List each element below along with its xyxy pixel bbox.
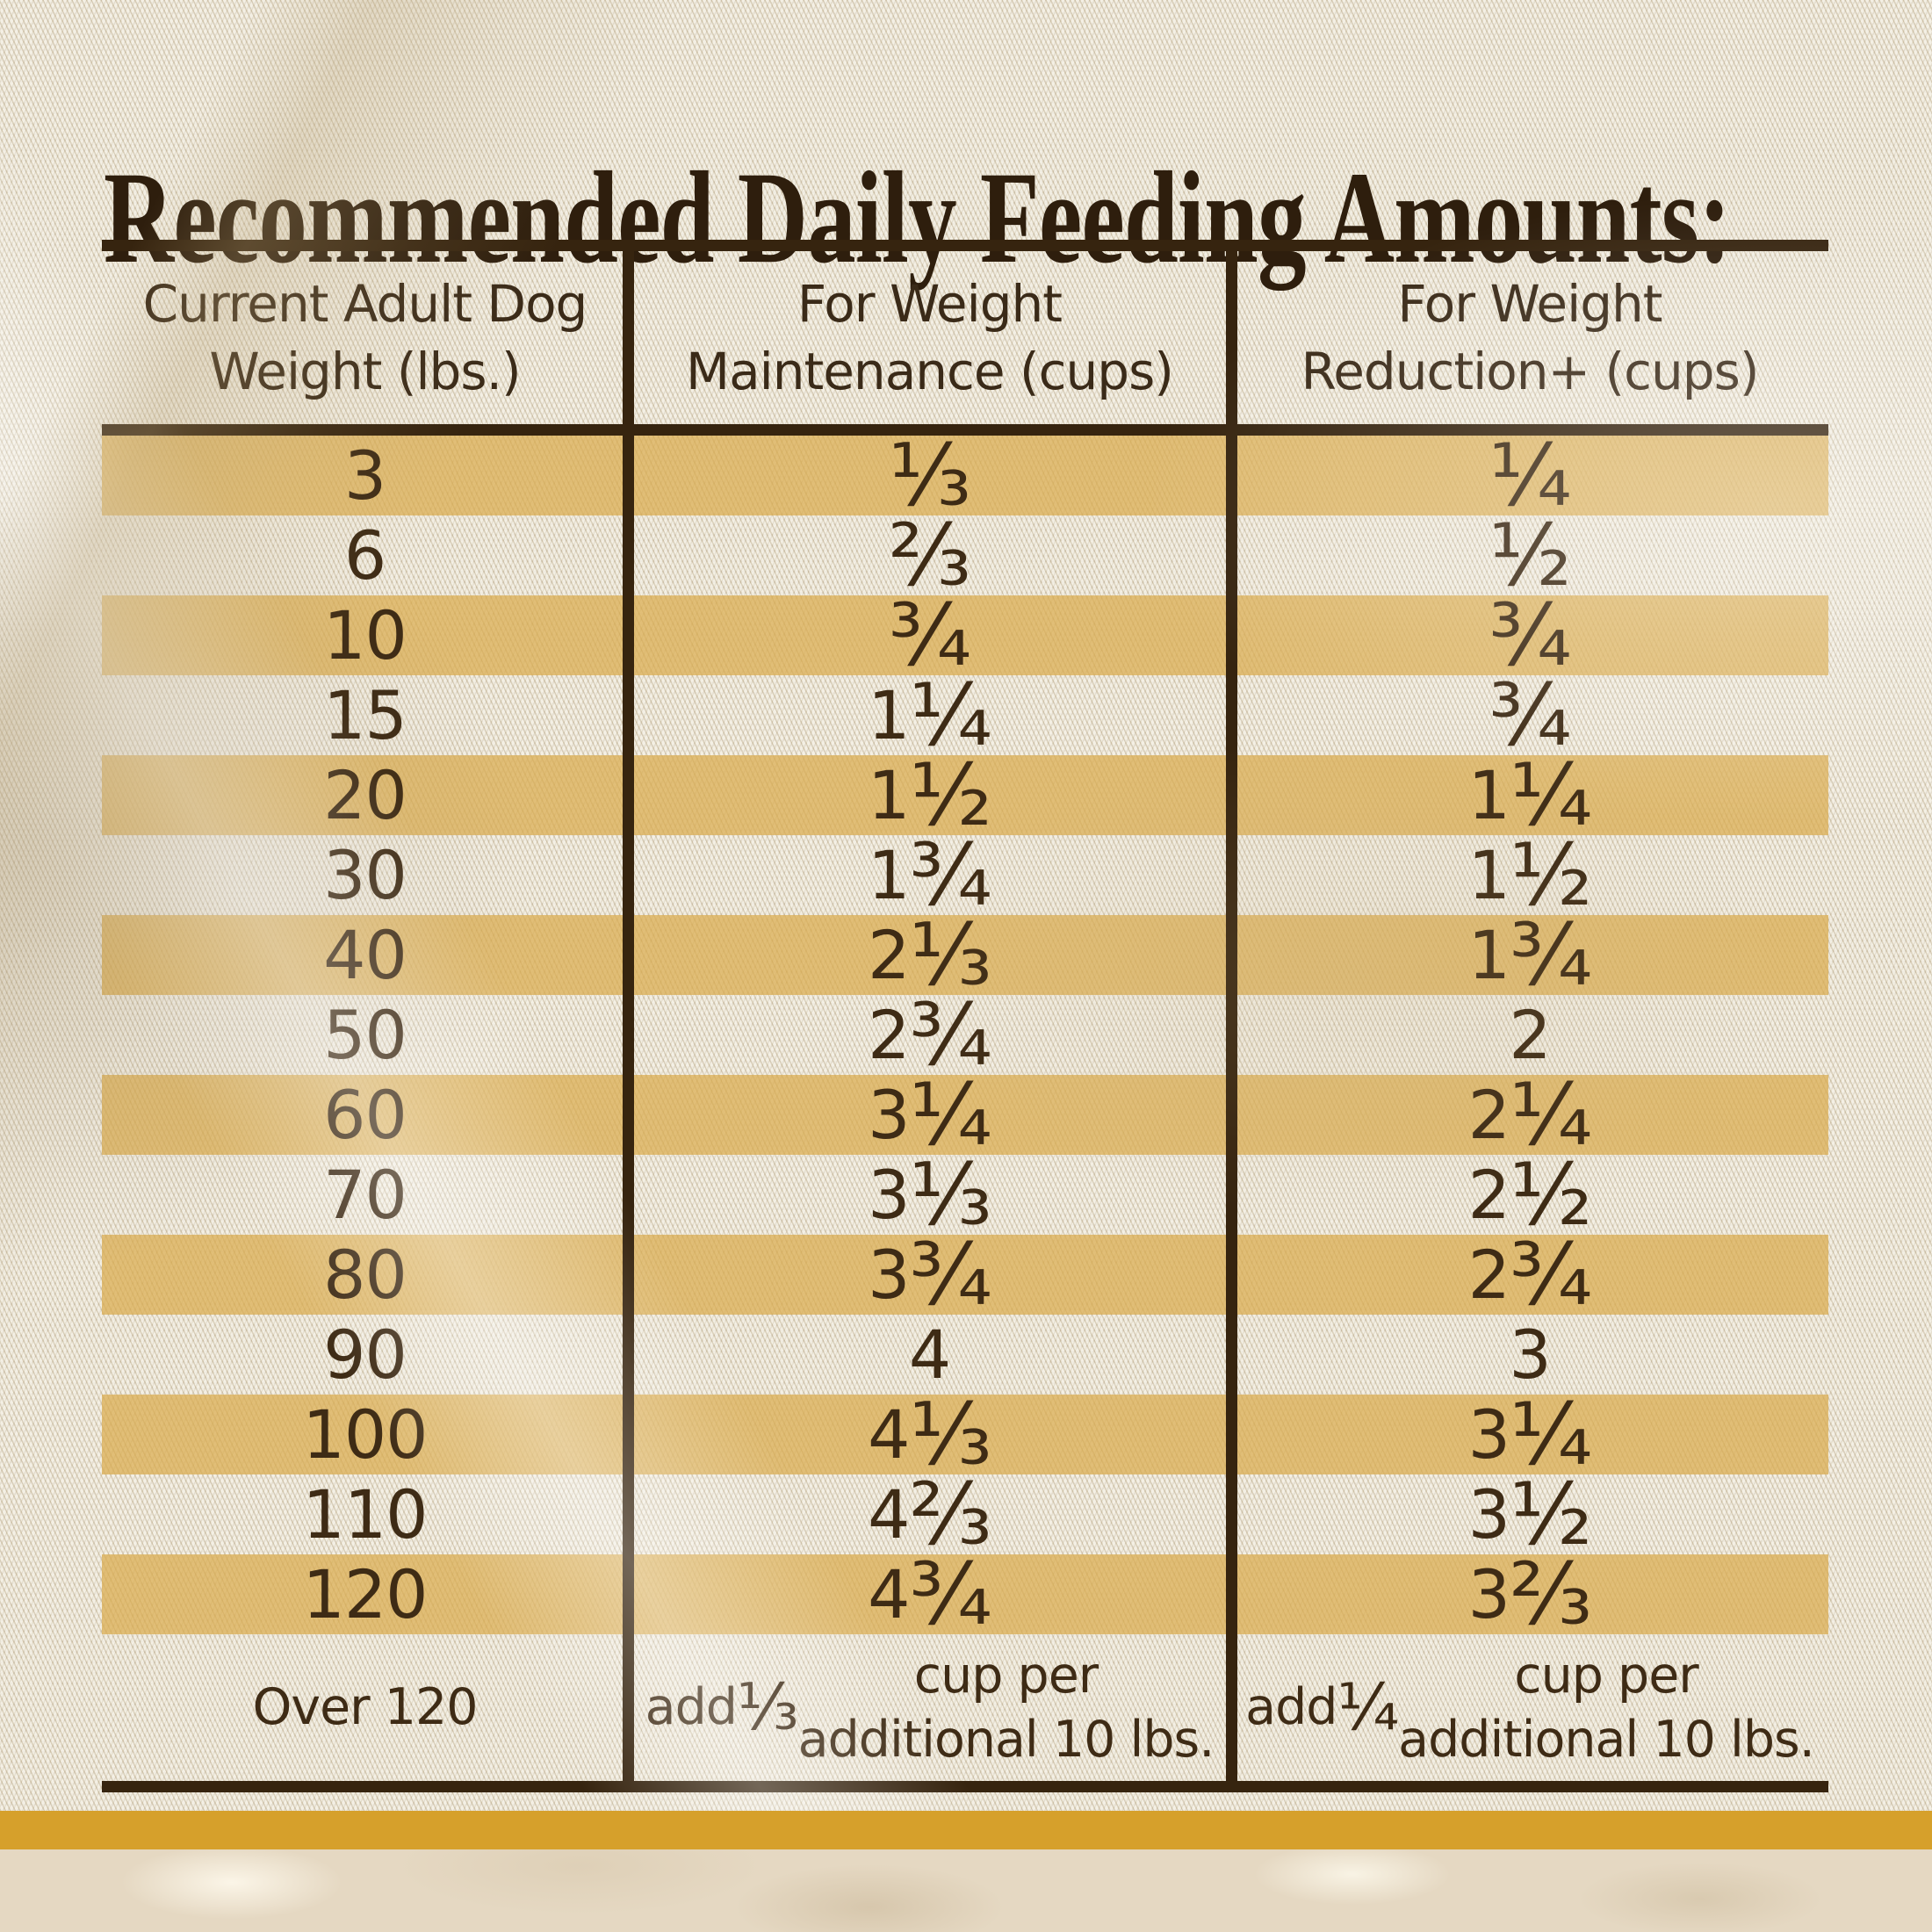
weight-cell: 30 [323, 836, 407, 914]
reduction-cell: 2 ¾ [1467, 1224, 1593, 1324]
table-row: 3 ⅓ ¼ [102, 425, 1828, 525]
maintenance-cell: 1 ¾ [868, 825, 992, 925]
marble-strip [0, 1849, 1932, 1932]
weight-cell: 15 [323, 676, 407, 754]
weight-cell: 3 [343, 436, 386, 515]
table-row: 40 2 ⅓ 1 ¾ [102, 905, 1828, 1005]
table-row: 70 3 ⅓ 2 ½ [102, 1144, 1828, 1244]
page-title: Recommended Daily Feeding Amounts: [104, 144, 1731, 291]
weight-cell: 20 [323, 756, 407, 834]
table-row: 120 4 ¾ 3 ⅔ [102, 1544, 1828, 1644]
reduction-cell: 3 [1509, 1316, 1551, 1394]
column-divider-2 [1226, 240, 1237, 1792]
column-header-weight: Current Adult Dog Weight (lbs.) [142, 273, 588, 401]
maintenance-cell: 1 ½ [868, 745, 992, 845]
maintenance-cell: 4 ⅓ [868, 1384, 992, 1484]
reduction-cell: 2 [1509, 996, 1551, 1074]
weight-cell: 6 [343, 516, 386, 595]
table-row: 20 1 ½ 1 ¼ [102, 745, 1828, 845]
maintenance-cell: ¾ [888, 585, 971, 685]
reduction-cell: 3 ⅔ [1467, 1544, 1593, 1644]
table-row: 6 ⅔ ½ [102, 505, 1828, 605]
maintenance-cell: 3 ¾ [868, 1224, 992, 1324]
reduction-cell: 1 ¼ [1467, 745, 1593, 845]
feeding-table: Current Adult Dog Weight (lbs.) For Weig… [102, 240, 1828, 1792]
maintenance-cell: 4 ¾ [868, 1544, 992, 1644]
table-row: 110 4 ⅔ 3 ½ [102, 1464, 1828, 1564]
table-row: 60 3 ¼ 2 ¼ [102, 1064, 1828, 1164]
reduction-cell: 1 ¾ [1467, 905, 1593, 1005]
maintenance-cell: 4 ⅔ [868, 1464, 992, 1564]
maintenance-cell: 1 ¼ [868, 665, 992, 765]
maintenance-cell: 2 ¾ [868, 984, 992, 1085]
table-row: 100 4 ⅓ 3 ¼ [102, 1384, 1828, 1484]
table-header-rule [102, 424, 1828, 436]
table-row: 80 3 ¾ 2 ¾ [102, 1224, 1828, 1324]
column-header-maintenance: For Weight Maintenance (cups) [686, 273, 1174, 401]
weight-cell: 120 [302, 1555, 428, 1633]
column-divider-1 [623, 240, 634, 1792]
burlap-background [0, 0, 1932, 1811]
weight-cell: 80 [323, 1236, 407, 1314]
maintenance-cell: add ⅓ cup per additional 10 lbs. [645, 1647, 1215, 1769]
reduction-cell: ¾ [1489, 585, 1571, 685]
reduction-cell: 2 ¼ [1467, 1064, 1593, 1164]
table-rows: 3 ⅓ ¼ 6 ⅔ ½ 10 ¾ ¾ 15 1 ¼ ¾ 20 1 ½ 1 ¼ 3… [102, 425, 1828, 1781]
maintenance-cell: 2 ⅓ [868, 905, 992, 1005]
table-row: 10 ¾ ¾ [102, 585, 1828, 685]
reduction-cell: 3 ¼ [1467, 1384, 1593, 1484]
reduction-cell: 3 ½ [1467, 1464, 1593, 1564]
table-row: 50 2 ¾ 2 [102, 984, 1828, 1085]
column-header-reduction: For Weight Reduction+ (cups) [1301, 273, 1760, 401]
reduction-cell: 2 ½ [1467, 1144, 1593, 1244]
weight-cell: 70 [323, 1156, 407, 1234]
weight-cell: 10 [323, 596, 407, 674]
reduction-cell: ¼ [1489, 425, 1571, 525]
table-row: 90 4 3 [102, 1315, 1828, 1395]
weight-cell: 50 [323, 996, 407, 1074]
maintenance-cell: 3 ⅓ [868, 1144, 992, 1244]
weight-cell: 100 [302, 1395, 428, 1474]
maintenance-cell: 3 ¼ [868, 1064, 992, 1164]
weight-cell: 40 [323, 916, 407, 994]
weight-cell: 110 [302, 1475, 428, 1554]
reduction-cell: ¾ [1489, 665, 1571, 765]
table-bottom-rule [102, 1781, 1828, 1792]
maintenance-cell: ⅓ [888, 425, 971, 525]
table-row: 15 1 ¼ ¾ [102, 665, 1828, 765]
table-row: 30 1 ¾ 1 ½ [102, 825, 1828, 925]
weight-cell: Over 120 [252, 1678, 478, 1737]
maintenance-cell: ⅔ [888, 505, 971, 605]
gold-accent-bar [0, 1811, 1932, 1849]
reduction-cell: 1 ½ [1467, 825, 1593, 925]
maintenance-cell: 4 [908, 1316, 951, 1394]
weight-cell: 60 [323, 1076, 407, 1154]
table-top-rule [102, 240, 1828, 251]
reduction-cell: add ¼ cup per additional 10 lbs. [1245, 1647, 1815, 1769]
weight-cell: 90 [323, 1316, 407, 1394]
table-header-row: Current Adult Dog Weight (lbs.) For Weig… [102, 251, 1828, 424]
reduction-cell: ½ [1489, 505, 1571, 605]
table-row: Over 120 add ⅓ cup per additional 10 lbs… [102, 1634, 1828, 1781]
